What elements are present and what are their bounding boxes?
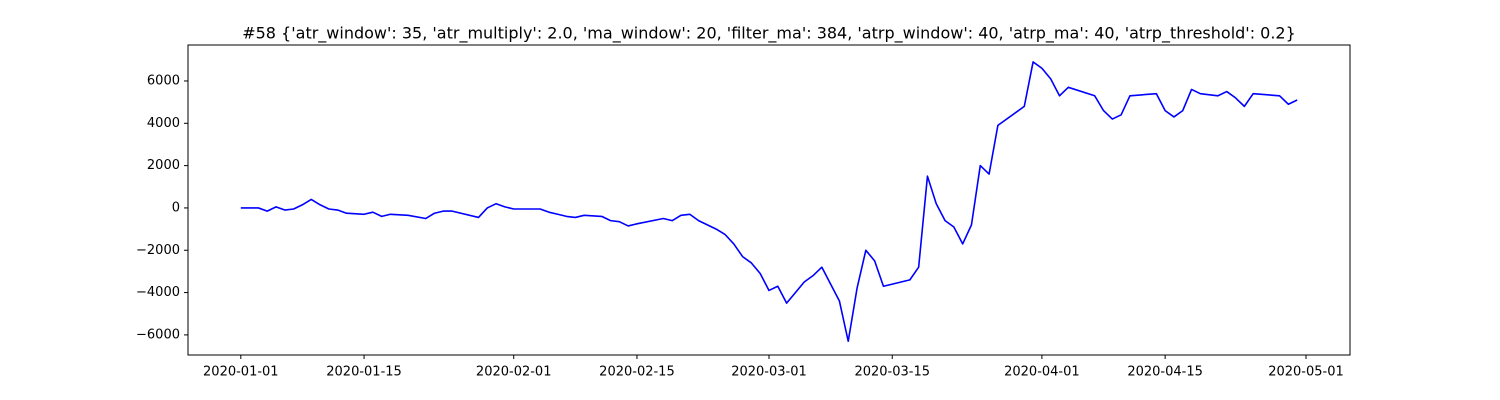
plot-frame [187,44,1351,356]
y-tick-label: 6000 [147,73,180,88]
chart-title: #58 {'atr_window': 35, 'atr_multiply': 2… [242,24,1296,44]
y-tick-label: 2000 [147,158,180,173]
line-series [240,61,1298,343]
x-tick-label: 2020-02-15 [599,365,675,380]
x-tick-label: 2020-04-01 [1004,365,1080,380]
y-tick-label: −4000 [136,285,180,300]
y-tick-label: 4000 [147,116,180,131]
x-tick-label: 2020-02-01 [476,365,552,380]
x-tick-label: 2020-01-15 [326,365,402,380]
x-tick-label: 2020-03-01 [731,365,807,380]
y-tick-label: −6000 [136,327,180,342]
x-tick-label: 2020-04-15 [1127,365,1203,380]
x-tick-label: 2020-01-01 [203,365,279,380]
x-tick-label: 2020-05-01 [1268,365,1344,380]
y-tick-label: 0 [172,200,180,215]
y-tick-label: −2000 [136,243,180,258]
x-tick-label: 2020-03-15 [854,365,930,380]
